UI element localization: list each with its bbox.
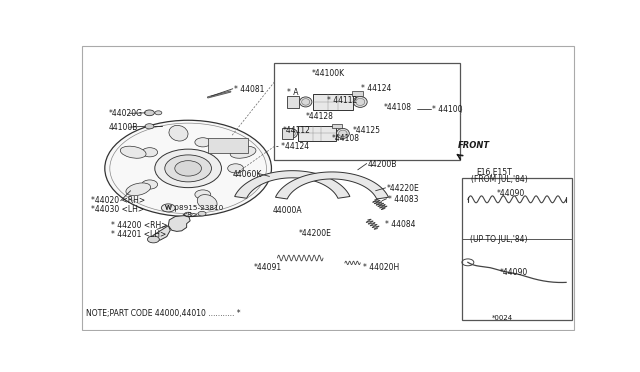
Text: (UP TO JUL,'84): (UP TO JUL,'84) [470, 235, 527, 244]
Text: *44220E: *44220E [387, 184, 419, 193]
Circle shape [155, 111, 162, 115]
Ellipse shape [337, 128, 349, 138]
Text: *44100K: *44100K [312, 69, 345, 78]
Bar [298, 126, 336, 141]
Circle shape [228, 164, 244, 173]
Text: * 44081: * 44081 [234, 84, 264, 93]
Circle shape [142, 180, 157, 189]
Circle shape [164, 155, 211, 182]
Bar [275, 63, 460, 160]
Text: 44200B: 44200B [367, 160, 397, 169]
Circle shape [195, 138, 211, 147]
Text: *44090: *44090 [500, 268, 529, 277]
Text: * 44020H: * 44020H [363, 263, 399, 272]
Text: *44020 <RH>: *44020 <RH> [91, 196, 145, 205]
Bar [332, 124, 342, 128]
Text: W: W [165, 205, 172, 210]
Circle shape [105, 120, 271, 217]
Bar [287, 96, 300, 108]
Circle shape [145, 124, 154, 129]
Text: 44000A: 44000A [273, 206, 302, 215]
Text: *44200E: *44200E [298, 229, 331, 238]
Circle shape [175, 161, 202, 176]
Text: * 44124: * 44124 [361, 84, 392, 93]
Bar [352, 91, 363, 96]
Polygon shape [275, 172, 388, 199]
Ellipse shape [287, 130, 295, 137]
Text: 44060K: 44060K [233, 170, 262, 179]
Ellipse shape [230, 146, 256, 158]
Bar [462, 177, 572, 320]
Text: * 44083: * 44083 [388, 195, 418, 204]
Text: * 44112: * 44112 [326, 96, 356, 105]
Ellipse shape [197, 195, 217, 210]
Ellipse shape [169, 125, 188, 141]
Ellipse shape [353, 96, 367, 108]
Text: * A: * A [287, 88, 299, 97]
Circle shape [184, 212, 192, 217]
Ellipse shape [301, 99, 310, 105]
Circle shape [142, 148, 157, 157]
Ellipse shape [300, 97, 312, 107]
Text: E16,E15T: E16,E15T [476, 168, 511, 177]
Polygon shape [168, 216, 190, 231]
Bar [282, 128, 293, 139]
Text: *44030 <LH>: *44030 <LH> [91, 205, 144, 214]
Circle shape [145, 110, 154, 116]
Text: NOTE;PART CODE 44000,44010 ........... *: NOTE;PART CODE 44000,44010 ........... * [86, 310, 241, 318]
Text: *44020G: *44020G [109, 109, 143, 118]
Bar [208, 138, 248, 153]
Ellipse shape [339, 130, 347, 137]
Text: W 08915-23810: W 08915-23810 [165, 205, 223, 211]
Ellipse shape [356, 98, 365, 106]
Text: *44108: *44108 [384, 103, 412, 112]
Ellipse shape [126, 183, 150, 196]
Text: *0024: *0024 [492, 315, 513, 321]
Text: * 44084: * 44084 [385, 220, 415, 229]
Circle shape [161, 204, 175, 212]
Text: *44112: *44112 [282, 126, 310, 135]
Ellipse shape [120, 146, 146, 158]
Text: *44125: *44125 [353, 126, 381, 135]
Text: 44100B: 44100B [109, 123, 138, 132]
Circle shape [147, 236, 159, 243]
Text: *44090: *44090 [497, 189, 525, 198]
Text: *44128: *44128 [306, 112, 333, 121]
Circle shape [155, 149, 221, 187]
Text: (FROM JUL,'84): (FROM JUL,'84) [471, 175, 528, 185]
Ellipse shape [285, 129, 298, 138]
Circle shape [198, 211, 206, 216]
Polygon shape [151, 226, 170, 241]
Text: * 44200 <RH>: * 44200 <RH> [111, 221, 167, 230]
Polygon shape [235, 171, 350, 198]
Text: * 44201 <LH>: * 44201 <LH> [111, 230, 166, 239]
Circle shape [195, 190, 211, 199]
Text: *44108: *44108 [332, 134, 360, 143]
Text: *44091: *44091 [253, 263, 282, 272]
Text: * 44100: * 44100 [432, 105, 463, 113]
Text: FRONT: FRONT [458, 141, 490, 150]
Text: - *44124: - *44124 [276, 142, 310, 151]
Bar [313, 94, 353, 110]
Text: <8>: <8> [182, 212, 198, 218]
